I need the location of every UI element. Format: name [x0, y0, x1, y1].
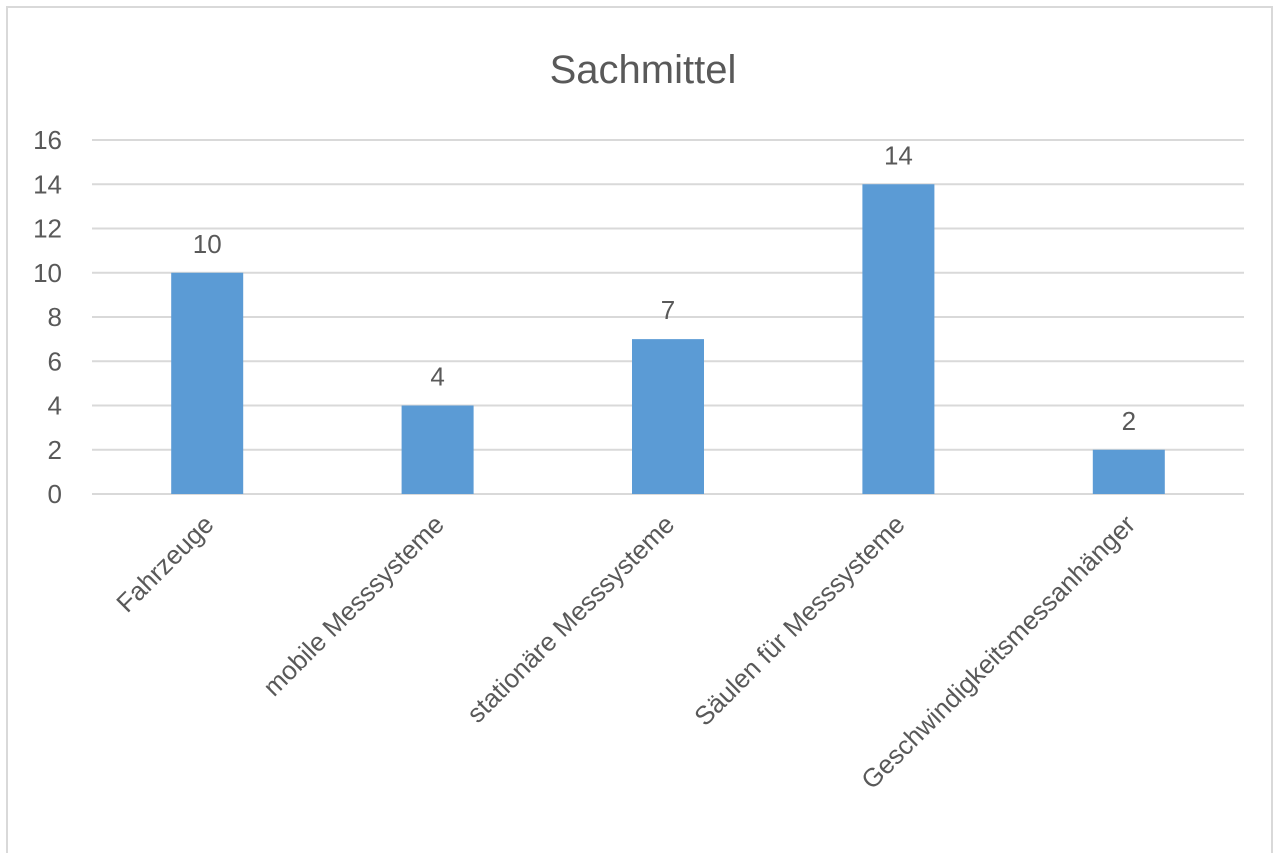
y-axis-tick-labels: 0 2 4 6 8 10 12 14 16	[33, 125, 62, 509]
bar	[1092, 449, 1165, 494]
y-tick-label: 0	[48, 479, 62, 509]
y-tick-label: 2	[48, 435, 62, 465]
x-axis-tick-labels: Fahrzeuge mobile Messsysteme stationäre Me…	[110, 509, 1141, 795]
bar	[862, 184, 935, 494]
y-tick-label: 16	[33, 125, 62, 155]
data-label: 2	[1122, 406, 1136, 436]
y-tick-label: 14	[33, 169, 62, 199]
data-label: 4	[430, 362, 444, 392]
bar	[401, 405, 474, 494]
data-label: 10	[193, 229, 222, 259]
data-labels: 10 4 7 14 2	[193, 140, 1136, 436]
chart-title: Sachmittel	[550, 48, 737, 92]
x-tick-label: mobile Messsysteme	[257, 509, 450, 702]
x-tick-label: stationäre Messsysteme	[461, 509, 680, 728]
y-tick-label: 8	[48, 302, 62, 332]
y-tick-label: 6	[48, 346, 62, 376]
bar	[171, 272, 244, 494]
y-tick-label: 12	[33, 214, 62, 244]
bars	[171, 184, 1165, 494]
x-tick-label: Säulen für Messsysteme	[688, 509, 911, 732]
x-tick-label: Geschwindigkeitsmessanhänger	[855, 509, 1141, 795]
data-label: 14	[884, 140, 913, 170]
y-tick-label: 10	[33, 258, 62, 288]
y-tick-label: 4	[48, 391, 62, 421]
x-tick-label: Fahrzeuge	[110, 509, 219, 618]
bar	[632, 339, 704, 494]
data-label: 7	[661, 295, 675, 325]
